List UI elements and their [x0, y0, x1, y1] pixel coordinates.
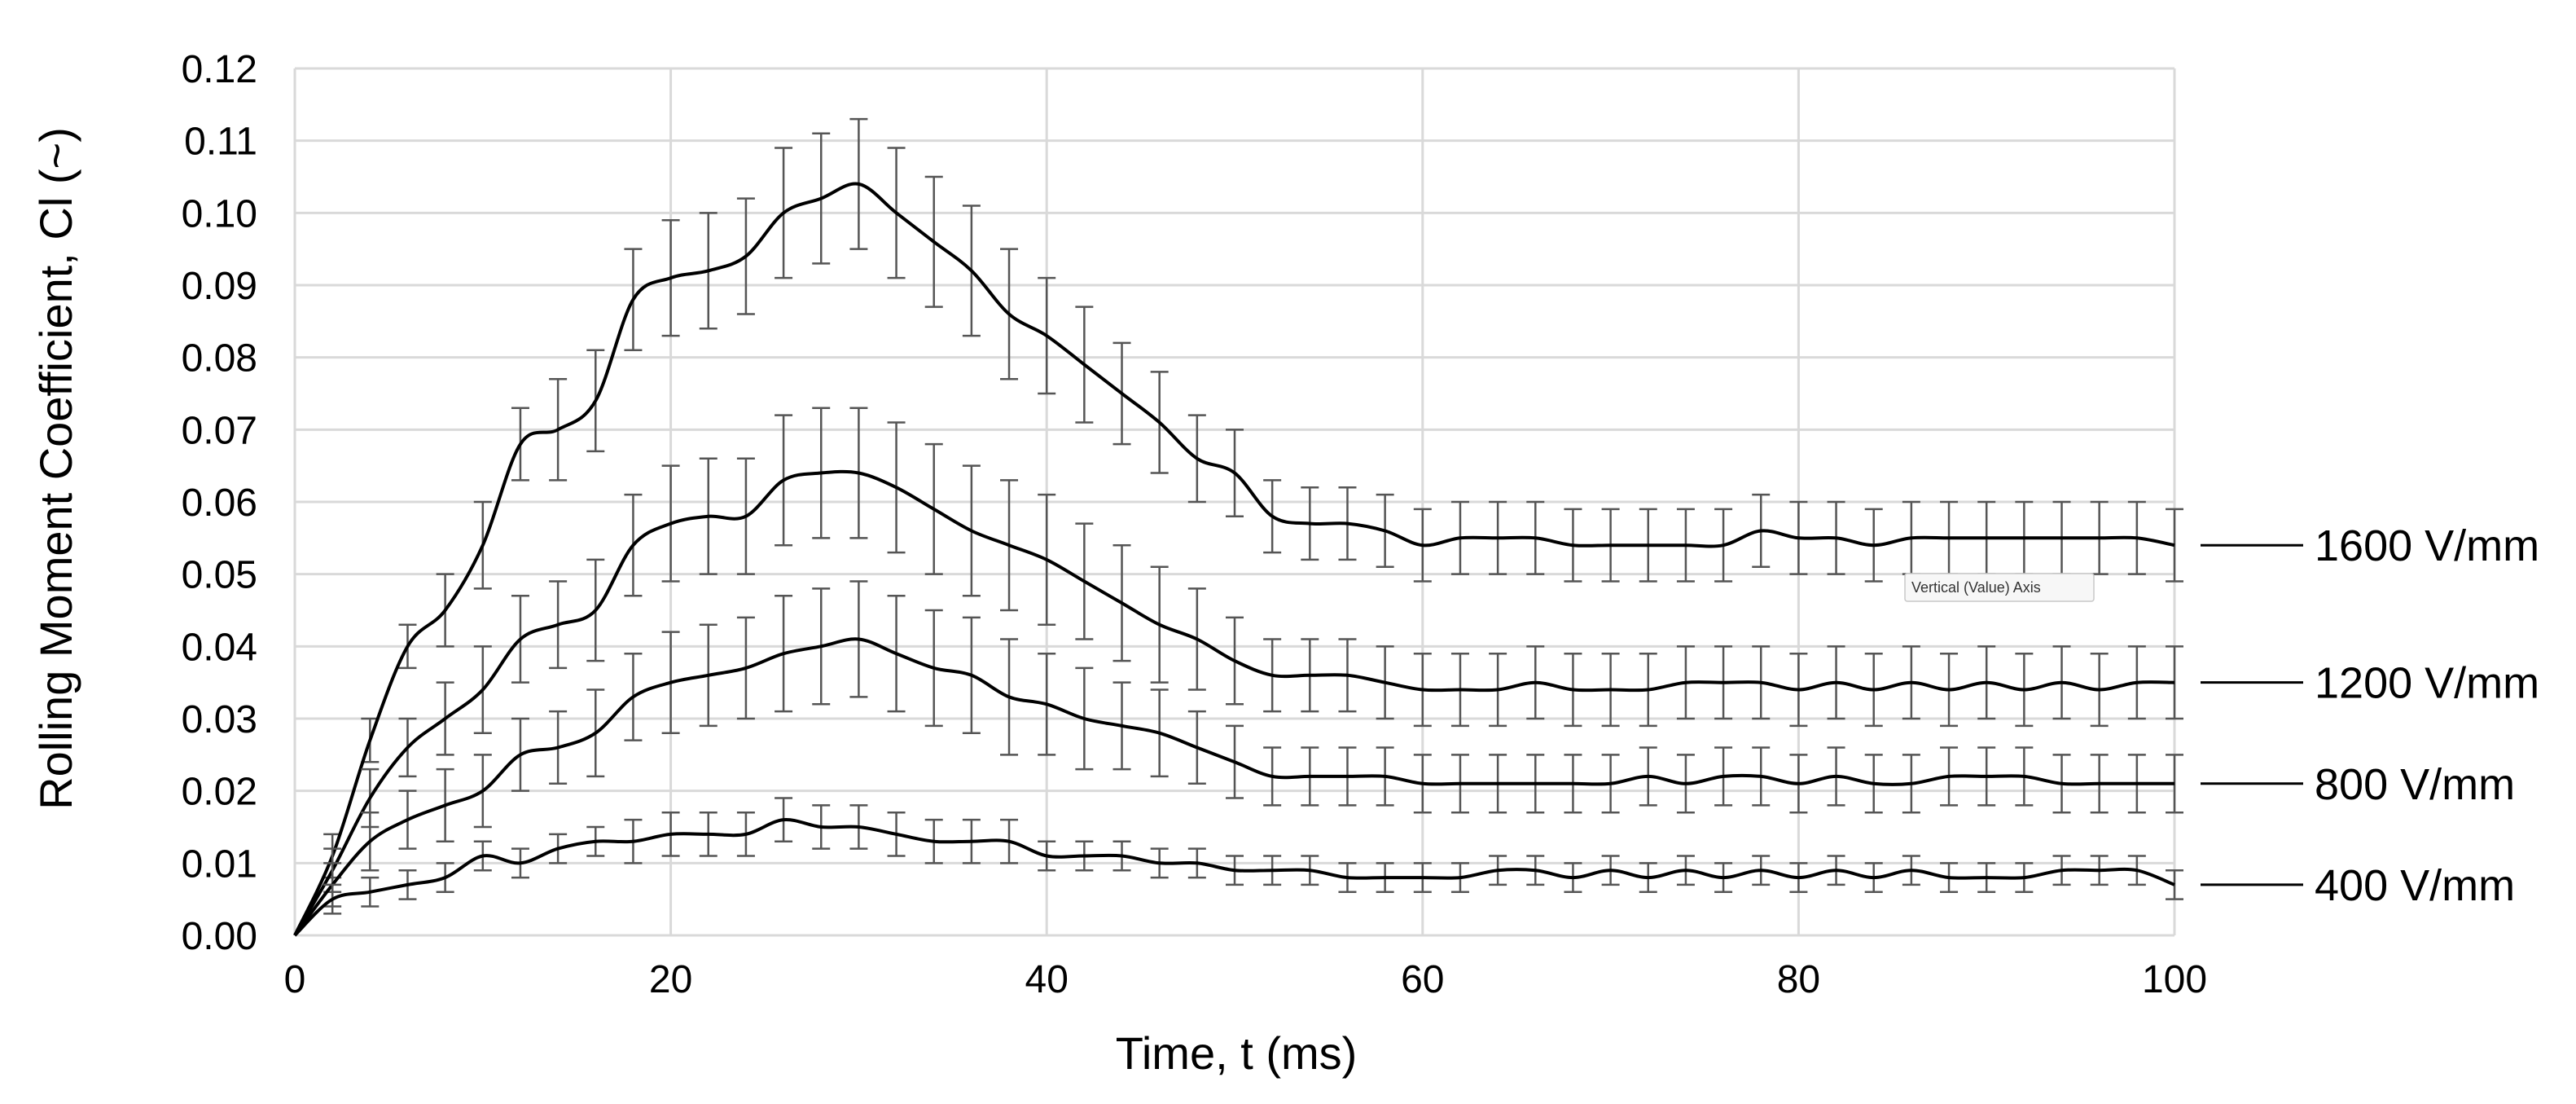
legend-label-1200-v-mm: 1200 V/mm	[2315, 659, 2539, 708]
y-axis-title: Rolling Moment Coefficient, Cl (~)	[30, 127, 81, 810]
y-tick-label: 0.08	[182, 337, 257, 380]
y-tick-label: 0.09	[182, 265, 257, 308]
y-tick-label: 0.07	[182, 409, 257, 452]
x-tick-label: 20	[649, 958, 692, 1001]
x-tick-label: 100	[2142, 958, 2207, 1001]
x-tick-label: 60	[1401, 958, 1444, 1001]
y-tick-label: 0.02	[182, 771, 257, 814]
y-tick-label: 0.10	[182, 192, 257, 235]
y-tick-label: 0.11	[184, 121, 257, 164]
x-tick-label: 0	[284, 958, 306, 1001]
y-tick-label: 0.03	[182, 698, 257, 741]
y-tick-label: 0.00	[182, 915, 257, 958]
legend-label-800-v-mm: 800 V/mm	[2315, 760, 2515, 809]
chart-background	[0, 0, 2576, 1104]
axis-tooltip: Vertical (Value) Axis	[1905, 574, 2094, 601]
legend-label-400-v-mm: 400 V/mm	[2315, 861, 2515, 910]
x-tick-label: 80	[1777, 958, 1820, 1001]
chart: 0.00 0.01 0.02 0.03 0.04 0.05 0.06 0.07 0.08 0.09…	[0, 0, 2576, 1104]
x-tick-label: 40	[1025, 958, 1069, 1001]
y-tick-label: 0.12	[182, 48, 257, 91]
y-tick-label: 0.01	[182, 842, 257, 886]
legend-label-1600-v-mm: 1600 V/mm	[2315, 521, 2539, 570]
y-tick-label: 0.06	[182, 482, 257, 525]
x-axis-title: Time, t (ms)	[1116, 1027, 1358, 1079]
axis-tooltip-text: Vertical (Value) Axis	[1911, 579, 2041, 596]
y-tick-label: 0.05	[182, 554, 257, 597]
y-tick-label: 0.04	[182, 626, 257, 669]
